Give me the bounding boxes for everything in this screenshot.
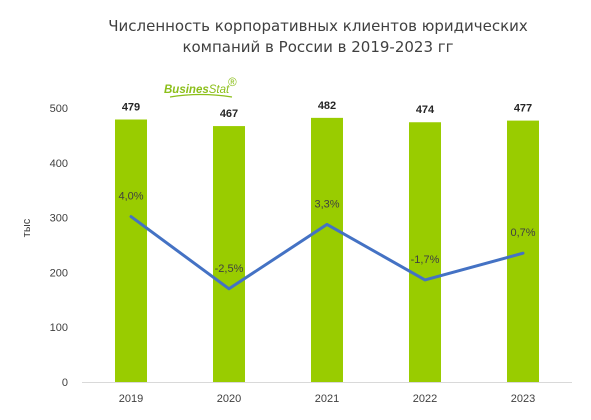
bar-value-label: 479 <box>122 102 140 114</box>
bars <box>115 117 539 383</box>
logo-text-part2: Stat <box>209 84 230 96</box>
x-tick-label: 2023 <box>511 393 535 405</box>
bar-value-label: 474 <box>416 104 435 116</box>
businessstat-logo: BusinesStat ® <box>164 77 237 98</box>
logo-swoosh-icon <box>169 93 233 98</box>
bar-2019 <box>115 119 147 383</box>
logo-text-part1: Busines <box>164 84 209 96</box>
bar-value-label: 477 <box>514 103 532 115</box>
growth-label: 3,3% <box>314 198 339 210</box>
logo-registered-mark: ® <box>228 77 237 89</box>
chart-title-line-1: Численность корпоративных клиентов юриди… <box>108 17 528 35</box>
growth-label: -1,7% <box>411 254 440 266</box>
bar-2020 <box>213 126 245 382</box>
svg-text:BusinesStat: BusinesStat <box>164 84 230 96</box>
bar-2022 <box>409 122 441 383</box>
bar-value-label: 482 <box>318 100 336 112</box>
bar-value-labels: 479 467 482 474 477 <box>122 100 532 120</box>
bar-2023 <box>507 120 539 382</box>
y-axis-label: тыс <box>21 218 33 237</box>
y-tick-label: 200 <box>50 267 68 279</box>
x-tick-label: 2019 <box>119 393 143 405</box>
growth-labels: 4,0% -2,5% 3,3% -1,7% 0,7% <box>118 191 535 275</box>
y-tick-label: 100 <box>50 322 68 334</box>
y-tick-label: 400 <box>50 158 68 170</box>
chart-title-line-2: компаний в России в 2019-2023 гг <box>182 38 453 56</box>
y-tick-label: 500 <box>50 103 68 115</box>
x-tick-label: 2021 <box>315 393 339 405</box>
growth-line <box>129 215 525 291</box>
x-tick-label: 2022 <box>413 393 437 405</box>
y-tick-label: 0 <box>62 377 68 389</box>
x-axis-ticks: 2019 2020 2021 2022 2023 <box>119 393 535 405</box>
growth-label: 0,7% <box>510 227 535 239</box>
x-tick-label: 2020 <box>217 393 241 405</box>
growth-label: 4,0% <box>118 191 143 203</box>
y-axis-ticks: 0 100 200 300 400 500 <box>50 103 68 389</box>
growth-label: -2,5% <box>215 263 244 275</box>
bar-2021 <box>311 117 343 382</box>
bar-value-label: 467 <box>220 108 238 120</box>
y-tick-label: 300 <box>50 213 68 225</box>
